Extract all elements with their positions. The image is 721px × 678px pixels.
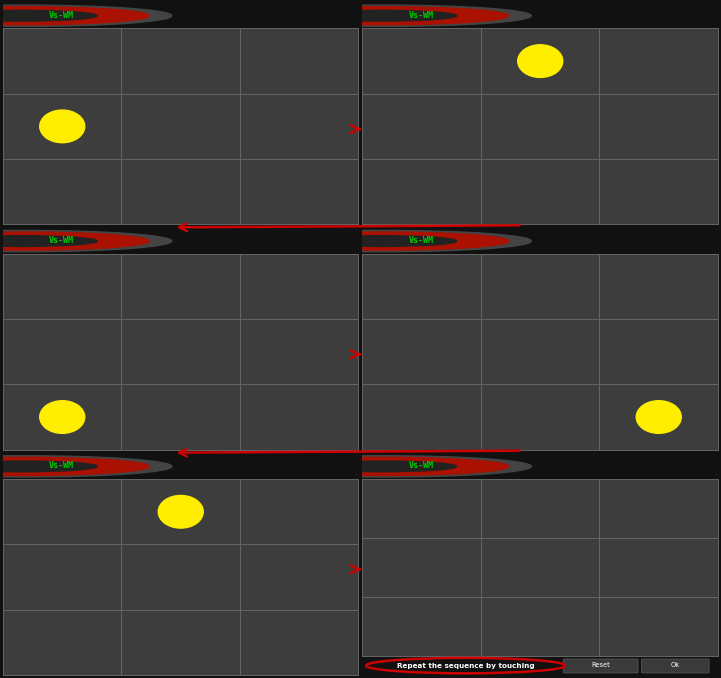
Circle shape <box>0 231 172 252</box>
Circle shape <box>0 232 149 250</box>
Ellipse shape <box>40 110 85 142</box>
Text: Vs-WM: Vs-WM <box>409 11 434 20</box>
Circle shape <box>307 461 456 472</box>
Circle shape <box>0 10 97 21</box>
Circle shape <box>0 456 172 477</box>
Ellipse shape <box>518 45 563 77</box>
Circle shape <box>0 5 172 26</box>
Ellipse shape <box>158 496 203 528</box>
Text: Repeat the sequence by touching: Repeat the sequence by touching <box>397 662 534 669</box>
Text: Reset: Reset <box>591 662 610 669</box>
Text: Vs-WM: Vs-WM <box>49 236 74 245</box>
Circle shape <box>0 7 149 25</box>
Circle shape <box>0 461 97 472</box>
Circle shape <box>0 236 97 246</box>
Circle shape <box>233 456 531 477</box>
Circle shape <box>233 5 531 26</box>
Text: Vs-WM: Vs-WM <box>49 462 74 471</box>
Circle shape <box>307 236 456 246</box>
Circle shape <box>0 457 149 475</box>
Text: Vs-WM: Vs-WM <box>49 11 74 20</box>
Circle shape <box>255 457 509 475</box>
Circle shape <box>255 232 509 250</box>
Circle shape <box>307 10 456 21</box>
FancyBboxPatch shape <box>642 659 709 673</box>
Text: Vs-WM: Vs-WM <box>409 462 434 471</box>
Text: Vs-WM: Vs-WM <box>409 236 434 245</box>
Ellipse shape <box>40 401 85 433</box>
Ellipse shape <box>636 401 681 433</box>
Circle shape <box>233 231 531 252</box>
Text: Ok: Ok <box>671 662 680 669</box>
Circle shape <box>255 7 509 25</box>
FancyBboxPatch shape <box>563 659 638 673</box>
